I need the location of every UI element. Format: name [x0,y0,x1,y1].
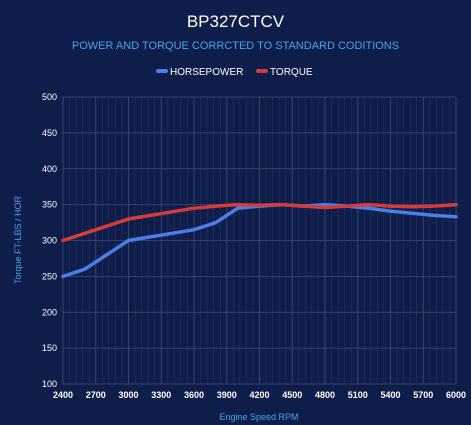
series-line-torque [61,202,458,243]
y-tick-label: 450 [42,128,57,138]
x-tick-label: 5100 [348,390,368,400]
x-tick-label: 2700 [86,390,106,400]
x-tick-label: 3000 [118,390,138,400]
axis-layer: 2400 2700 3000 3300 3600 3900 4200 4500 4800 5100… [42,92,466,400]
legend: HORSEPOWER TORQUE [156,67,313,78]
chart-title: BP327CTCV [186,12,285,31]
legend-label-horsepower: HORSEPOWER [170,67,243,78]
x-tick-label: 4200 [249,390,269,400]
x-tick-label: 4500 [282,390,302,400]
y-tick-label: 250 [42,271,57,281]
x-tick-label: 6000 [446,390,466,400]
chart-subtitle: POWER AND TORQUE CORRCTED TO STANDARD CO… [71,40,400,52]
grid-layer [62,96,457,385]
y-tick-label: 400 [42,164,57,174]
y-tick-label: 150 [42,343,57,353]
x-tick-label: 5400 [380,390,400,400]
y-tick-label: 200 [42,307,57,317]
y-axis-title: Torque FT-LBS / HOR [13,195,23,284]
y-tick-label: 100 [42,379,57,389]
series-layer [61,202,458,279]
x-tick-label: 3300 [151,390,171,400]
legend-label-torque: TORQUE [270,67,313,78]
x-tick-label: 4800 [315,390,335,400]
x-tick-label: 3600 [184,390,204,400]
x-tick-label: 5700 [413,390,433,400]
x-axis-title: Engine Speed RPM [219,412,298,422]
x-tick-label: 2400 [53,390,73,400]
y-tick-label: 300 [42,236,57,246]
x-tick-label: 3900 [217,390,237,400]
y-tick-label: 350 [42,200,57,210]
y-tick-label: 500 [42,92,57,102]
